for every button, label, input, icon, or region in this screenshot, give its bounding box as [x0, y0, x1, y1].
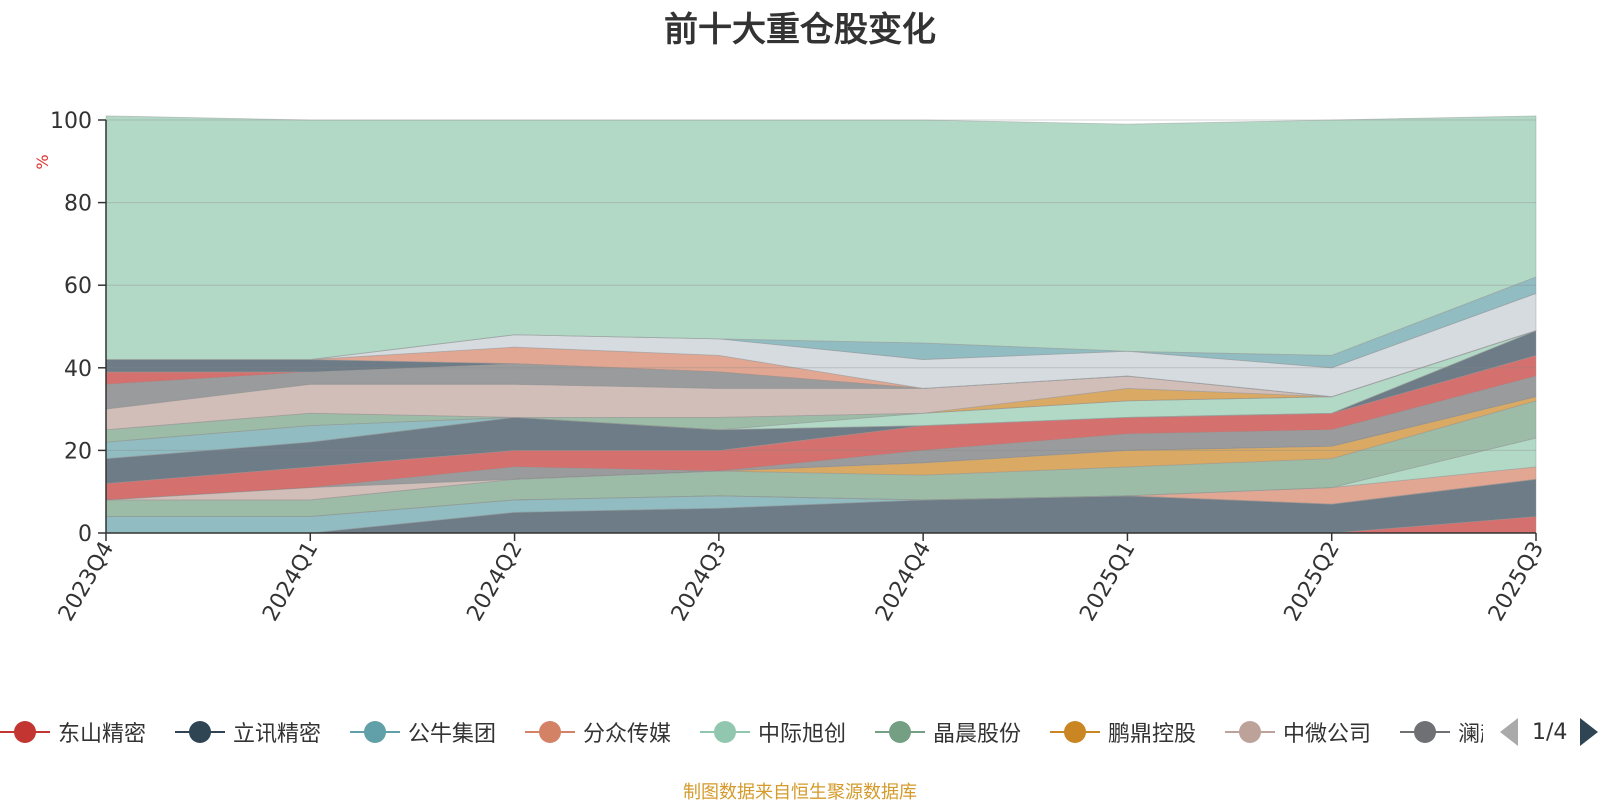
legend-marker-icon: [700, 718, 750, 746]
x-tick-label: 2024Q4: [871, 538, 936, 626]
legend-marker-icon: [350, 718, 400, 746]
legend-viewport: 东山精密 立讯精密 公牛集团 分众传媒 中际旭创 晶晨股份 鹏鼎控股 中微公司 澜起科技: [0, 712, 1483, 752]
x-tick-label: 2025Q1: [1075, 538, 1140, 626]
legend-item[interactable]: 澜起科技: [1400, 712, 1483, 752]
legend-label: 中际旭创: [758, 722, 847, 747]
chevron-right-icon: [1580, 718, 1598, 746]
legend-item[interactable]: 晶晨股份: [875, 712, 1021, 752]
y-tick-label: 20: [64, 439, 92, 464]
legend-item[interactable]: 东山精密: [0, 712, 146, 752]
x-tick-label: 2024Q1: [258, 538, 323, 626]
legend-next-page-button[interactable]: [1580, 712, 1598, 752]
legend-label: 鹏鼎控股: [1108, 722, 1197, 747]
legend-item[interactable]: 分众传媒: [525, 712, 671, 752]
legend-label: 立讯精密: [233, 722, 322, 747]
legend-label: 公牛集团: [408, 722, 497, 747]
legend-marker-icon: [525, 718, 575, 746]
y-tick-label: 0: [78, 522, 92, 547]
x-tick-label: 2024Q3: [667, 538, 732, 626]
legend-label: 中微公司: [1283, 722, 1372, 747]
legend-marker-icon: [1225, 718, 1275, 746]
y-tick-label: 80: [64, 192, 92, 217]
legend-label: 东山精密: [58, 722, 147, 747]
legend-item[interactable]: 鹏鼎控股: [1050, 712, 1196, 752]
legend-item[interactable]: 中际旭创: [700, 712, 846, 752]
legend-item[interactable]: 中微公司: [1225, 712, 1371, 752]
x-tick-label: 2025Q2: [1280, 538, 1345, 626]
axes: [105, 120, 1536, 534]
y-tick-label: 40: [64, 357, 92, 382]
chart-title: 前十大重仓股变化: [664, 10, 936, 50]
legend-marker-icon: [875, 718, 925, 746]
legend: 东山精密 立讯精密 公牛集团 分众传媒 中际旭创 晶晨股份 鹏鼎控股 中微公司 澜起科技 1/4: [0, 712, 1600, 752]
legend-page-indicator: 1/4: [1532, 719, 1568, 745]
legend-marker-icon: [175, 718, 225, 746]
legend-label: 晶晨股份: [933, 722, 1022, 747]
legend-marker-icon: [0, 718, 50, 746]
x-tick-label: 2024Q2: [462, 538, 527, 626]
y-tick-label: 100: [50, 109, 92, 134]
y-tick-label: 60: [64, 274, 92, 299]
y-ticks: 0 20 40 60 80 100: [50, 109, 106, 547]
legend-prev-page-button[interactable]: [1500, 712, 1518, 752]
legend-marker-icon: [1050, 718, 1100, 746]
chevron-left-icon: [1500, 718, 1518, 746]
legend-label: 澜起科技: [1458, 722, 1483, 747]
area-series: [105, 115, 1537, 360]
plot-areas: [105, 115, 1537, 534]
x-tick-label: 2023Q4: [54, 538, 119, 626]
legend-item[interactable]: 公牛集团: [350, 712, 496, 752]
source-note: 制图数据来自恒生聚源数据库: [683, 782, 917, 803]
legend-label: 分众传媒: [583, 722, 672, 747]
x-ticks: 2023Q4 2024Q1 2024Q2 2024Q3 2024Q4 2025Q1 2025…: [54, 533, 1549, 626]
legend-marker-icon: [1400, 718, 1450, 746]
x-tick-label: 2025Q3: [1484, 538, 1549, 626]
legend-item[interactable]: 立讯精密: [175, 712, 321, 752]
y-axis-label: %: [33, 154, 52, 169]
grid-lines: [106, 119, 1536, 451]
